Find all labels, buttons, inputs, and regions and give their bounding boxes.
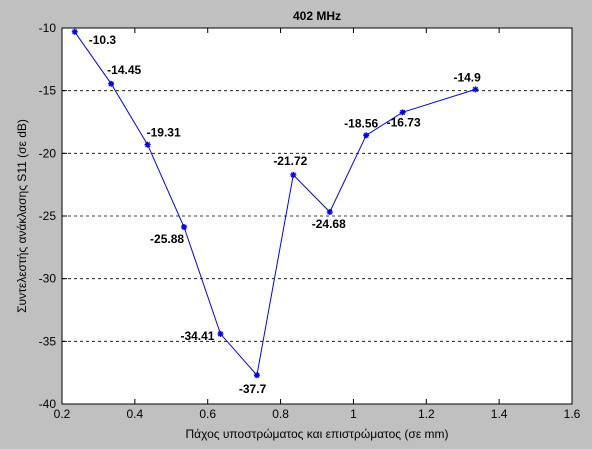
data-point-marker <box>108 80 115 87</box>
x-tick-label: 0.8 <box>272 407 289 421</box>
x-tick-label: 0.2 <box>54 407 71 421</box>
data-label: -14.45 <box>107 63 141 77</box>
data-point-marker <box>290 171 297 178</box>
data-point-marker <box>71 28 78 35</box>
data-point-marker <box>217 330 224 337</box>
y-tick-label: -20 <box>39 146 57 160</box>
data-point-marker <box>144 141 151 148</box>
y-tick-label: -35 <box>39 334 57 348</box>
data-label: -25.88 <box>150 232 184 246</box>
chart-title: 402 MHz <box>293 9 341 23</box>
data-label: -16.73 <box>387 115 421 129</box>
data-label: -24.68 <box>312 217 346 231</box>
x-tick-label: 1.4 <box>491 407 508 421</box>
y-tick-label: -25 <box>39 209 57 223</box>
x-tick-label: 1 <box>350 407 357 421</box>
data-label: -14.9 <box>453 70 481 84</box>
gridlines <box>62 90 572 342</box>
x-axis-label: Πάχος υποστρώματος και επιστρώματος (σε … <box>186 427 449 441</box>
data-point-marker <box>472 86 479 93</box>
data-labels: -10.3 -14.45 -19.31 -25.88 -34.41 -37.7 -21.72… <box>89 33 481 396</box>
data-point-marker <box>326 208 333 215</box>
data-point-marker <box>253 372 260 379</box>
data-label: -19.31 <box>147 126 181 140</box>
series-group <box>71 28 479 379</box>
x-tick-label: 0.6 <box>199 407 216 421</box>
data-label: -18.56 <box>344 116 378 130</box>
x-tick-label: 1.6 <box>564 407 581 421</box>
data-point-marker <box>399 109 406 116</box>
y-tick-label: -40 <box>39 397 57 411</box>
data-point-marker <box>363 132 370 139</box>
x-tick-label: 0.4 <box>127 407 144 421</box>
y-tick-label: -15 <box>39 84 57 98</box>
data-point-marker <box>181 224 188 231</box>
x-tick-label: 1.2 <box>418 407 435 421</box>
data-label: -10.3 <box>89 33 117 47</box>
data-label: -37.7 <box>239 382 267 396</box>
y-tick-label: -10 <box>39 21 57 35</box>
data-label: -34.41 <box>180 329 214 343</box>
y-axis-label: Συντελεστής ανάκλασης S11 (σε dB) <box>15 119 29 313</box>
data-label: -21.72 <box>273 154 307 168</box>
y-tick-label: -30 <box>39 272 57 286</box>
ticks: -10 -15 -20 -25 -30 -35 -400.2 0.4 0.6 0.8 1 1.2 1.4… <box>39 21 581 421</box>
